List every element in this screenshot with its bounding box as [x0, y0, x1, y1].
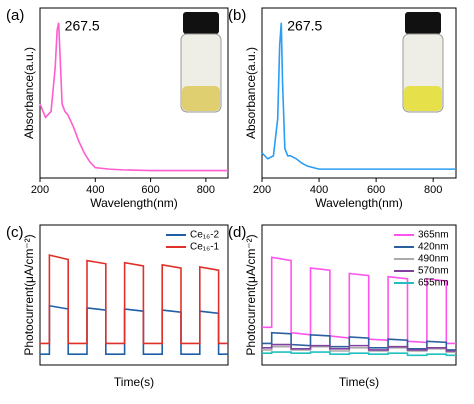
x-axis-label: Wavelength(nm): [315, 196, 403, 210]
legend-label: 655nm: [418, 278, 449, 289]
panel-label: (c): [6, 224, 24, 241]
x-tick-label: 200: [253, 184, 271, 196]
legend-label: 490nm: [418, 254, 449, 265]
data-line: [262, 351, 456, 357]
panel-label: (a): [6, 7, 24, 24]
data-line: [262, 343, 456, 352]
x-axis-label: Time(s): [339, 375, 379, 389]
x-tick-label: 600: [367, 184, 385, 196]
panel-label: (d): [228, 224, 246, 241]
plot-frame: [39, 224, 229, 366]
annotation: 267.5: [65, 17, 100, 33]
plot-frame: [261, 7, 457, 179]
y-axis-label: Photocurrent(μA/cm⁻²): [22, 234, 36, 355]
x-tick-label: 200: [31, 184, 49, 196]
legend-label: 570nm: [418, 266, 449, 277]
data-line: [261, 22, 456, 170]
legend-label: Ce₁₆-1: [190, 242, 220, 253]
x-tick-label: 400: [86, 184, 104, 196]
legend-label: Ce₁₆-2: [190, 230, 220, 241]
x-axis-label: Time(s): [114, 375, 154, 389]
plot-frame: [39, 7, 229, 179]
y-axis-label: Photocurrent(μA/cm⁻²): [244, 234, 258, 355]
data-line: [262, 256, 456, 345]
vial: [402, 12, 444, 113]
legend-label: 365nm: [418, 230, 449, 241]
annotation: 267.5: [287, 17, 322, 33]
x-tick-label: 800: [197, 184, 215, 196]
data-line: [40, 254, 228, 345]
plot-frame: [261, 224, 457, 366]
y-axis-label: Absorbance(a.u.): [22, 47, 36, 139]
legend-label: 420nm: [418, 242, 449, 253]
x-tick-label: 400: [310, 184, 328, 196]
panel-label: (b): [228, 7, 246, 24]
vial: [180, 12, 222, 113]
data-line: [262, 331, 456, 351]
x-axis-label: Wavelength(nm): [90, 196, 178, 210]
data-line: [39, 22, 228, 172]
y-axis-label: Absorbance(a.u.): [244, 47, 258, 139]
x-tick-label: 600: [141, 184, 159, 196]
x-tick-label: 800: [424, 184, 442, 196]
